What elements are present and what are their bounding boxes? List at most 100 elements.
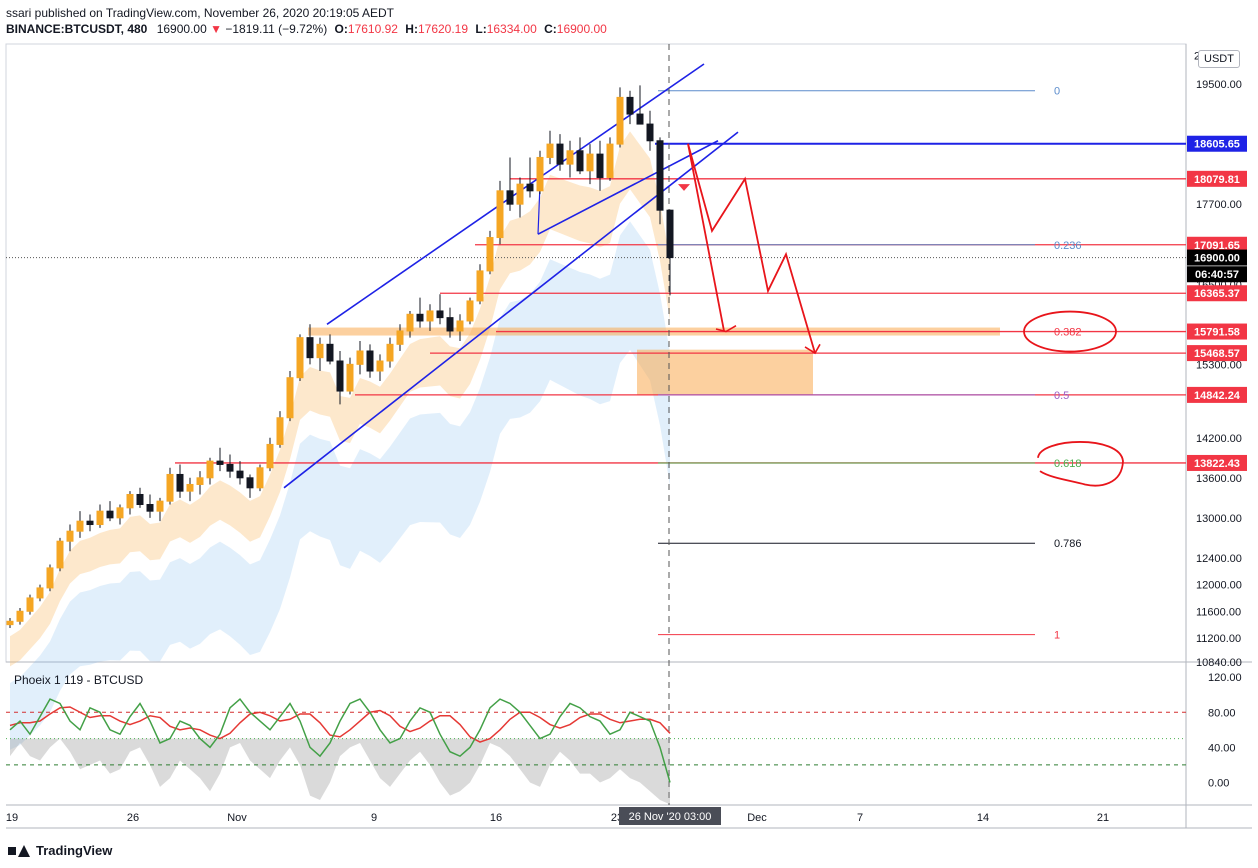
price-tick-label: 14200.00 — [1196, 433, 1242, 445]
price-tag-label: 15791.58 — [1194, 327, 1240, 339]
candle-body — [96, 510, 104, 526]
candle-body — [226, 463, 234, 472]
price-tag-label: 06:40:57 — [1195, 269, 1239, 281]
close-label: C: — [544, 22, 557, 36]
price-tick-label: 12000.00 — [1196, 580, 1242, 592]
price-tag-label: 16365.37 — [1194, 288, 1240, 300]
candle-body — [506, 190, 514, 205]
candle-body — [376, 360, 384, 372]
time-tick-label: Dec — [747, 812, 767, 824]
price-tick-label: 13600.00 — [1196, 473, 1242, 485]
time-tick-label: 26 — [127, 812, 139, 824]
price-tag — [1187, 345, 1247, 362]
fib-level-label: 0 — [1054, 86, 1060, 98]
candle-body — [46, 567, 54, 589]
cursor-time-tag — [619, 807, 721, 825]
price-tick-label: 19500.00 — [1196, 79, 1242, 91]
channel-upper-line — [326, 63, 705, 325]
time-tick-label: 9 — [371, 812, 377, 824]
fib-level-label: 0.786 — [1054, 538, 1082, 550]
candle-body — [446, 317, 454, 332]
price-tag-label: 18079.81 — [1194, 174, 1240, 186]
candle-body — [66, 530, 74, 542]
candle-body — [596, 153, 604, 178]
publisher-line: ssari published on TradingView.com, Nove… — [6, 6, 395, 20]
fib-level-label: 0.236 — [1054, 240, 1082, 252]
candle-body — [26, 597, 34, 612]
target-zone-box — [637, 349, 813, 395]
tradingview-logo-icon — [8, 844, 30, 857]
candle-body — [426, 310, 434, 322]
candle-body — [536, 156, 544, 192]
fib-level-label: 0.5 — [1054, 390, 1069, 402]
candle-body — [286, 377, 294, 419]
candle-body — [356, 350, 364, 365]
candle-body — [456, 320, 464, 332]
arrowhead-icon — [804, 343, 821, 355]
down-arrow-icon: ▼ — [210, 22, 222, 36]
candle-body — [296, 337, 304, 379]
candle-body — [146, 503, 154, 512]
oscillator-signal-line — [9, 706, 671, 743]
candle-body — [606, 143, 614, 178]
circle-annotation — [1023, 310, 1117, 353]
price-change: −1819.11 (−9.72%) — [225, 22, 328, 36]
price-tag-label: 16900.00 — [1194, 253, 1240, 265]
oscillator-tick-label: 0.00 — [1208, 777, 1229, 789]
candle-body — [246, 477, 254, 489]
price-tag — [1187, 135, 1247, 152]
candle-body — [326, 343, 334, 362]
candle-body — [526, 183, 534, 192]
candle-body — [166, 473, 174, 502]
candle-body — [466, 300, 474, 322]
cursor-time-label: 26 Nov '20 03:00 — [629, 811, 712, 823]
price-tag-label: 14842.24 — [1194, 390, 1241, 402]
symbol-ohlc-line: BINANCE:BTCUSDT, 480 16900.00 ▼ −1819.11… — [6, 22, 607, 36]
high-label: H: — [405, 22, 418, 36]
price-tag — [1187, 236, 1247, 253]
arrowhead-icon — [715, 324, 737, 333]
candle-body — [6, 620, 14, 626]
candle-body — [316, 343, 324, 359]
candle-body — [216, 460, 224, 465]
candle-body — [16, 610, 24, 622]
close-value: 16900.00 — [556, 22, 607, 36]
last-price: 16900.00 — [156, 22, 207, 36]
circle-annotation — [1037, 441, 1124, 487]
candle-body — [346, 363, 354, 392]
candle-body — [76, 520, 84, 532]
price-tick-label: 10840.00 — [1196, 657, 1242, 669]
candle-body — [556, 143, 564, 165]
projection-path-short — [687, 143, 725, 332]
fib-level-label: 1 — [1054, 630, 1060, 642]
price-tag — [1187, 386, 1247, 403]
oscillator-tick-label: 80.00 — [1208, 707, 1236, 719]
down-marker-icon — [678, 184, 690, 191]
oscillator-tick-label: 120.00 — [1208, 672, 1242, 684]
price-tag — [1187, 285, 1247, 302]
price-tick-label: 11200.00 — [1196, 633, 1241, 645]
oscillator-title: Phoeix 1 119 - BTCUSD — [14, 673, 143, 687]
candle-body — [396, 330, 404, 345]
candle-body — [156, 500, 164, 512]
price-tag — [1187, 170, 1247, 187]
candle-body — [666, 209, 674, 259]
brand-label: TradingView — [36, 843, 113, 858]
price-tag — [1187, 454, 1247, 471]
symbol-label[interactable]: BINANCE:BTCUSDT, 480 — [6, 22, 148, 36]
candle-body — [546, 143, 554, 158]
price-tick-label: 13000.00 — [1196, 513, 1242, 525]
candle-body — [566, 150, 574, 165]
candle-body — [616, 96, 624, 145]
open-label: O: — [334, 22, 348, 36]
candle-body — [576, 150, 584, 172]
candle-body — [266, 443, 274, 469]
candle-body — [196, 477, 204, 485]
candle-body — [646, 123, 654, 142]
candle-body — [116, 507, 124, 519]
low-value: 16334.00 — [486, 22, 537, 36]
candle-body — [406, 313, 414, 332]
time-tick-label: Nov — [227, 812, 247, 824]
currency-button[interactable]: USDT — [1198, 50, 1240, 68]
